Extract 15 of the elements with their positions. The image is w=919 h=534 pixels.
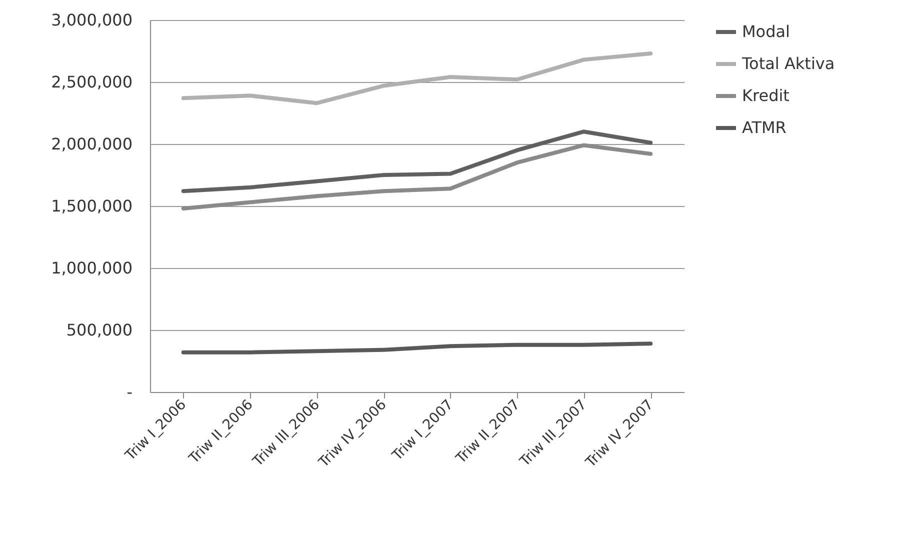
y-tick-label: 500,000 [66,320,132,340]
y-tick-label: 3,000,000 [51,10,132,30]
line-series [181,130,653,194]
y-tick-label: 1,000,000 [51,258,132,278]
line-series [181,143,653,210]
y-tick-label: - [126,382,132,402]
y-tick-label: 1,500,000 [51,196,132,216]
legend-label: Total Aktiva [741,54,835,73]
y-tick-label: 2,500,000 [51,72,132,92]
line-series [181,342,653,354]
legend-label: ATMR [742,118,786,137]
line-series [181,51,653,106]
y-tick-label: 2,000,000 [51,134,132,154]
legend-label: Kredit [742,86,790,105]
legend-label: Modal [742,22,790,41]
